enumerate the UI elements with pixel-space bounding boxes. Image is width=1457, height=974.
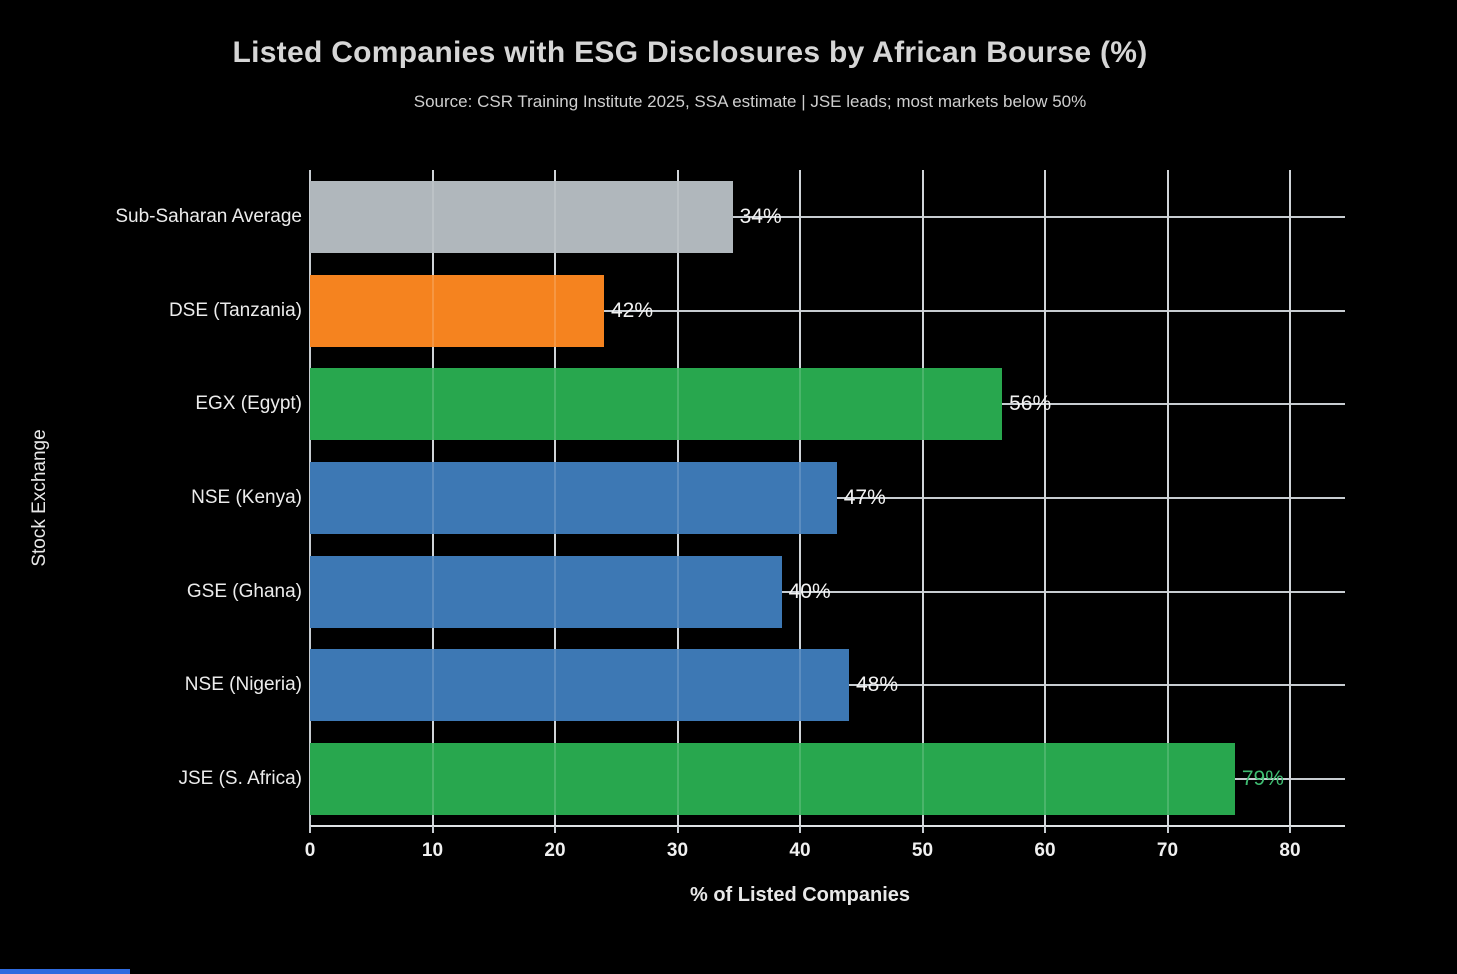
value-label-jse-s-africa: 79% [1241,767,1284,791]
value-label-egx-egypt: 56% [1009,392,1052,416]
x-tick-label-0: 0 [304,840,316,861]
category-label-sub-saharan-average: Sub-Saharan Average [115,205,302,227]
x-gridline-overlay-20 [554,170,556,826]
x-tick-label-10: 10 [421,840,444,861]
plot-area: 34% 42% 56% 47% 40% 48% 79% [309,170,1345,827]
category-label-dse-tanzania: DSE (Tanzania) [168,299,302,321]
category-gridline-gse-ghana [310,590,1345,593]
x-gridline-overlay-80 [1289,170,1291,826]
bar-nse-kenya [310,462,837,534]
x-gridline-overlay-40 [799,170,801,826]
x-tick-80 [1289,826,1291,833]
x-tick-30 [676,826,679,833]
x-tick-20 [554,826,556,833]
value-label-nse-kenya: 47% [843,486,886,509]
x-gridline-overlay-70 [1166,170,1169,826]
category-label-gse-ghana: GSE (Ghana) [186,580,302,602]
bar-egx-egypt [310,368,1003,441]
x-gridline-overlay-50 [921,170,924,826]
x-tick-40 [799,826,801,833]
x-tick-label-80: 80 [1279,840,1301,861]
x-tick-70 [1166,826,1169,833]
x-gridline-70 [1166,170,1169,826]
value-label-gse-ghana: 40% [788,579,831,603]
category-gridline-dse-tanzania [310,309,1345,312]
x-tick-10 [431,826,434,833]
category-label-jse-s-africa: JSE (S. Africa) [178,768,302,790]
value-label-dse-tanzania: 42% [611,298,654,322]
x-tick-label-60: 60 [1034,840,1056,861]
bar-sub-saharan-average [310,180,733,253]
x-tick-label-40: 40 [789,840,811,861]
bar-jse-s-africa [310,743,1235,816]
value-label-sub-saharan-average: 34% [739,204,782,228]
x-tick-label-50: 50 [911,840,934,861]
bar-gse-ghana [310,555,782,628]
x-gridline-overlay-30 [676,170,679,826]
x-gridline-50 [921,170,924,826]
x-tick-label-70: 70 [1156,840,1179,861]
x-tick-60 [1044,826,1046,833]
x-gridline-overlay-60 [1044,170,1046,826]
value-label-nse-nigeria: 48% [856,673,899,697]
category-label-egx-egypt: EGX (Egypt) [195,393,302,415]
chart-title: Listed Companies with ESG Disclosures by… [232,36,1148,69]
chart-subtitle: Source: CSR Training Institute 2025, SSA… [413,92,1087,111]
bar-nse-nigeria [310,649,849,722]
category-gridline-sub-saharan-average [310,215,1345,218]
x-axis-line [310,825,1345,827]
x-gridline-overlay-10 [431,170,434,826]
x-gridline-60 [1044,170,1046,826]
x-tick-0 [309,826,311,833]
x-gridline-80 [1289,170,1291,826]
category-label-nse-nigeria: NSE (Nigeria) [184,674,302,696]
x-tick-label-20: 20 [544,840,566,861]
x-tick-label-30: 30 [666,840,689,861]
category-label-nse-kenya: NSE (Kenya) [191,487,302,508]
x-tick-50 [921,826,924,833]
video-progress-bar[interactable] [0,969,130,974]
bar-dse-tanzania [310,274,604,347]
x-axis-title: % of Listed Companies [689,884,911,906]
